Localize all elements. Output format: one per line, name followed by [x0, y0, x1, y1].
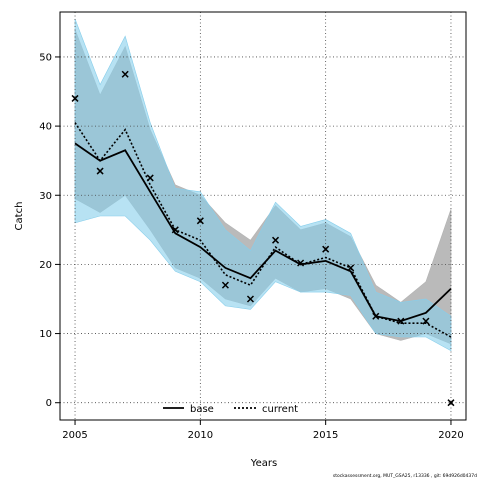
legend: base current: [163, 404, 298, 415]
observed-points: [71, 70, 455, 407]
footer-credit: stockassessment.org, MUT_GSA25, r13336 ,…: [332, 474, 477, 479]
observed-point: [422, 317, 430, 325]
line-base: [74, 142, 452, 323]
observed-point: [146, 174, 154, 182]
observed-point: [322, 245, 330, 253]
observed-point: [372, 312, 380, 320]
observed-point: [171, 226, 179, 234]
observed-point: [71, 94, 79, 102]
y-tick-label: 50: [39, 52, 52, 63]
observed-point: [447, 399, 455, 407]
x-tick-label: 2020: [438, 430, 463, 441]
y-tick-label: 40: [39, 122, 52, 133]
x-tick-label: 2010: [188, 430, 213, 441]
line-current: [74, 122, 452, 338]
confidence-bands: [74, 18, 452, 352]
x-tick-label: 2015: [313, 430, 338, 441]
observed-point: [246, 295, 254, 303]
y-axis-ticks: 0 10 20 30 40 50: [39, 52, 60, 409]
y-axis-label: Catch: [14, 202, 25, 231]
observed-point: [347, 264, 355, 272]
band-current: [74, 18, 452, 352]
observed-point: [121, 70, 129, 78]
legend-current-label: current: [262, 404, 298, 415]
legend-base-label: base: [190, 404, 214, 415]
observed-point: [272, 236, 280, 244]
y-tick-label: 20: [39, 260, 52, 271]
x-axis-label: Years: [250, 458, 277, 469]
plot-frame: [59, 11, 467, 421]
x-tick-label: 2005: [62, 430, 87, 441]
observed-point: [96, 167, 104, 175]
series-lines: [74, 122, 452, 338]
observed-point: [297, 259, 305, 267]
y-tick-label: 10: [39, 329, 52, 340]
y-tick-label: 30: [39, 191, 52, 202]
observed-point: [397, 317, 405, 325]
y-tick-label: 0: [46, 398, 52, 409]
x-axis-ticks: 2005 2010 2015 2020: [62, 420, 464, 441]
observed-point: [196, 217, 204, 225]
observed-point: [221, 281, 229, 289]
